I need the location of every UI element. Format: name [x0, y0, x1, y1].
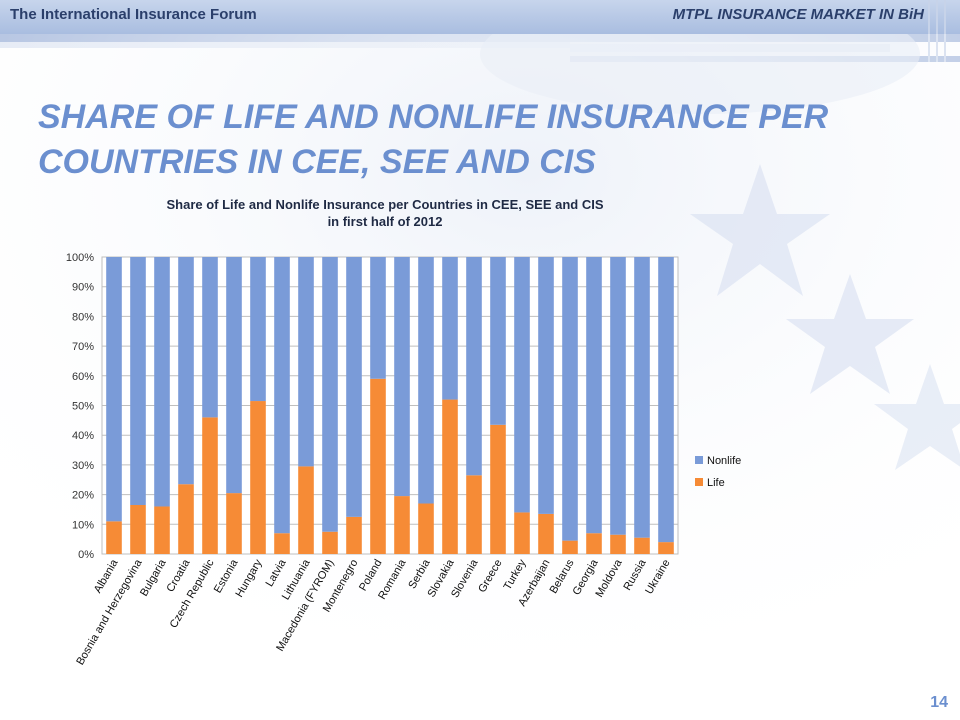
bar-nonlife: [610, 257, 626, 535]
bar-nonlife: [562, 257, 578, 541]
star-icon: [786, 274, 914, 394]
x-tick-label: Latvia: [264, 557, 290, 589]
y-tick-label: 10%: [72, 519, 94, 531]
bar-life: [490, 424, 506, 554]
header-divider: [944, 0, 946, 62]
star-icon: [874, 364, 960, 470]
bar-nonlife: [394, 257, 410, 497]
chart-subtitle-line: in first half of 2012: [327, 214, 443, 229]
bar-life: [322, 531, 338, 554]
bar-life: [634, 537, 650, 554]
bar-life: [346, 516, 362, 554]
bar-nonlife: [586, 257, 602, 534]
slide-title: SHARE OF LIFE AND NONLIFE INSURANCE PER …: [38, 95, 938, 185]
y-tick-label: 80%: [72, 311, 94, 323]
bar-nonlife: [442, 257, 458, 400]
bar-life: [586, 533, 602, 554]
bar-life: [442, 399, 458, 554]
bar-nonlife: [466, 257, 482, 476]
legend-swatch: [695, 478, 703, 486]
y-tick-label: 20%: [72, 490, 94, 502]
x-tick-label: Greece: [476, 558, 504, 595]
bar-life: [202, 417, 218, 554]
bar-nonlife: [490, 257, 506, 425]
bar-nonlife: [370, 257, 386, 379]
y-tick-label: 100%: [66, 252, 94, 264]
bar-nonlife: [418, 257, 434, 504]
bar-nonlife: [538, 257, 554, 514]
bar-life: [466, 475, 482, 554]
bar-life: [106, 521, 122, 554]
y-tick-label: 40%: [72, 430, 94, 442]
bar-life: [370, 378, 386, 554]
bar-nonlife: [250, 257, 266, 402]
y-tick-label: 90%: [72, 282, 94, 294]
star-icon: [690, 164, 830, 296]
bar-nonlife: [634, 257, 650, 538]
slide-title-line: SHARE OF LIFE AND NONLIFE INSURANCE PER: [38, 98, 829, 136]
bar-nonlife: [514, 257, 530, 513]
bar-life: [538, 513, 554, 554]
bar-nonlife: [322, 257, 338, 532]
bar-life: [226, 493, 242, 554]
bar-nonlife: [226, 257, 242, 494]
bar-life: [154, 506, 170, 554]
bar-nonlife: [178, 257, 194, 485]
bar-nonlife: [346, 257, 362, 517]
chart-title-line: Share of Life and Nonlife Insurance per …: [166, 197, 604, 212]
bar-life: [658, 542, 674, 554]
header-bar: The International Insurance Forum MTPL I…: [0, 0, 960, 34]
bar-nonlife: [658, 257, 674, 543]
bar-life: [418, 503, 434, 554]
bar-nonlife: [154, 257, 170, 507]
bar-life: [250, 401, 266, 554]
legend-swatch: [695, 456, 703, 464]
chart-title: Share of Life and Nonlife Insurance per …: [60, 196, 710, 230]
bar-life: [394, 496, 410, 554]
bar-nonlife: [130, 257, 146, 505]
bar-life: [298, 466, 314, 554]
header-topic: MTPL INSURANCE MARKET IN BiH: [672, 6, 924, 23]
y-tick-label: 0%: [78, 549, 94, 561]
bar-nonlife: [202, 257, 218, 418]
slide-title-line: COUNTRIES IN CEE, SEE AND CIS: [38, 143, 596, 181]
bar-life: [274, 533, 290, 554]
y-tick-label: 70%: [72, 341, 94, 353]
bar-life: [178, 484, 194, 554]
bar-nonlife: [274, 257, 290, 534]
bar-life: [514, 512, 530, 554]
header-divider: [936, 0, 938, 62]
bar-life: [610, 534, 626, 554]
y-tick-label: 30%: [72, 460, 94, 472]
page-number: 14: [930, 694, 948, 711]
header-divider: [928, 0, 930, 62]
bar-nonlife: [298, 257, 314, 467]
header-forum-name: The International Insurance Forum: [10, 6, 257, 23]
legend-label: Nonlife: [707, 455, 741, 467]
y-tick-label: 60%: [72, 371, 94, 383]
bar-life: [562, 540, 578, 554]
bar-nonlife: [106, 257, 122, 522]
legend-label: Life: [707, 477, 725, 489]
y-tick-label: 50%: [72, 401, 94, 413]
bar-life: [130, 504, 146, 554]
